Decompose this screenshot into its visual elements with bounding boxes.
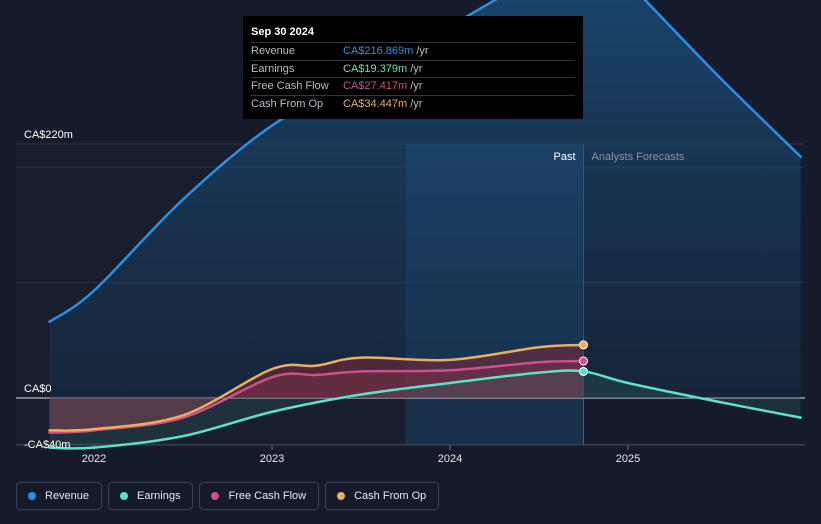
tooltip-label: Cash From Op: [251, 97, 324, 110]
tooltip-unit: /yr: [410, 97, 423, 110]
cash-from-op-marker: [579, 340, 588, 350]
tooltip-label: Free Cash Flow: [251, 80, 329, 92]
forecast-label: Analysts Forecasts: [592, 151, 685, 163]
x-axis-label: 2025: [616, 453, 640, 465]
cash-from-op-area: [49, 344, 584, 431]
x-axis-label: 2023: [260, 453, 284, 465]
legend-item-revenue[interactable]: Revenue: [16, 482, 103, 510]
tooltip-row-free-cash-flow: Free Cash Flow CA$27.417m /yr: [251, 77, 575, 95]
legend-dot-icon: [211, 492, 220, 500]
legend-item-free-cash-flow[interactable]: Free Cash Flow: [199, 482, 320, 510]
x-axis-label: 2022: [82, 453, 106, 465]
legend-item-cash-from-op[interactable]: Cash From Op: [325, 482, 440, 510]
tooltip-date: Sep 30 2024: [251, 26, 314, 38]
tooltip-value: CA$216.869m: [343, 45, 414, 57]
legend-dot-icon: [120, 492, 129, 500]
y-axis-label: -CA$40m: [24, 439, 70, 451]
revenue-area: [49, 0, 801, 398]
legend-item-earnings[interactable]: Earnings: [108, 482, 194, 510]
legend-label: Free Cash Flow: [228, 490, 307, 502]
label-layer: CA$220m CA$0 -CA$40m 2022 2023 2024 2025 Past An…: [24, 129, 685, 465]
earnings-marker: [579, 366, 588, 376]
tooltip-value: CA$27.417m: [343, 80, 408, 92]
past-label: Past: [553, 151, 575, 163]
cash-from-op-line: [48, 343, 585, 432]
tooltip-row-revenue: Revenue CA$216.869m /yr: [251, 42, 575, 60]
legend-dot-icon: [28, 492, 36, 500]
free-cash-flow-marker: [579, 356, 588, 366]
tooltip-label: Earnings: [251, 62, 295, 75]
marker-layer: [579, 340, 588, 376]
tooltip-row-earnings: Earnings CA$19.379m /yr: [251, 59, 575, 78]
tooltip-value: CA$19.379m: [343, 62, 408, 75]
tooltip-row-cash-from-op: Cash From Op CA$34.447m /yr: [251, 94, 575, 113]
tooltip-unit: /yr: [416, 45, 429, 57]
tooltip-value: CA$34.447m: [343, 97, 408, 110]
legend-dot-icon: [337, 492, 346, 500]
x-axis-label: 2024: [438, 453, 462, 465]
tooltip-unit: /yr: [410, 62, 423, 75]
legend: Revenue Earnings Free Cash Flow Cash Fro…: [16, 482, 440, 512]
tooltip-label: Revenue: [251, 45, 296, 57]
y-axis-label: CA$0: [24, 383, 52, 395]
earnings-line: [48, 369, 802, 450]
tooltip-unit: /yr: [410, 80, 423, 92]
earnings-area: [49, 370, 801, 449]
y-axis-label: CA$220m: [24, 129, 73, 141]
legend-label: Earnings: [137, 490, 181, 502]
legend-label: Revenue: [45, 490, 90, 502]
tooltip: Sep 30 2024 Revenue CA$216.869m /yr Earn…: [243, 16, 583, 119]
legend-label: Cash From Op: [354, 490, 427, 502]
